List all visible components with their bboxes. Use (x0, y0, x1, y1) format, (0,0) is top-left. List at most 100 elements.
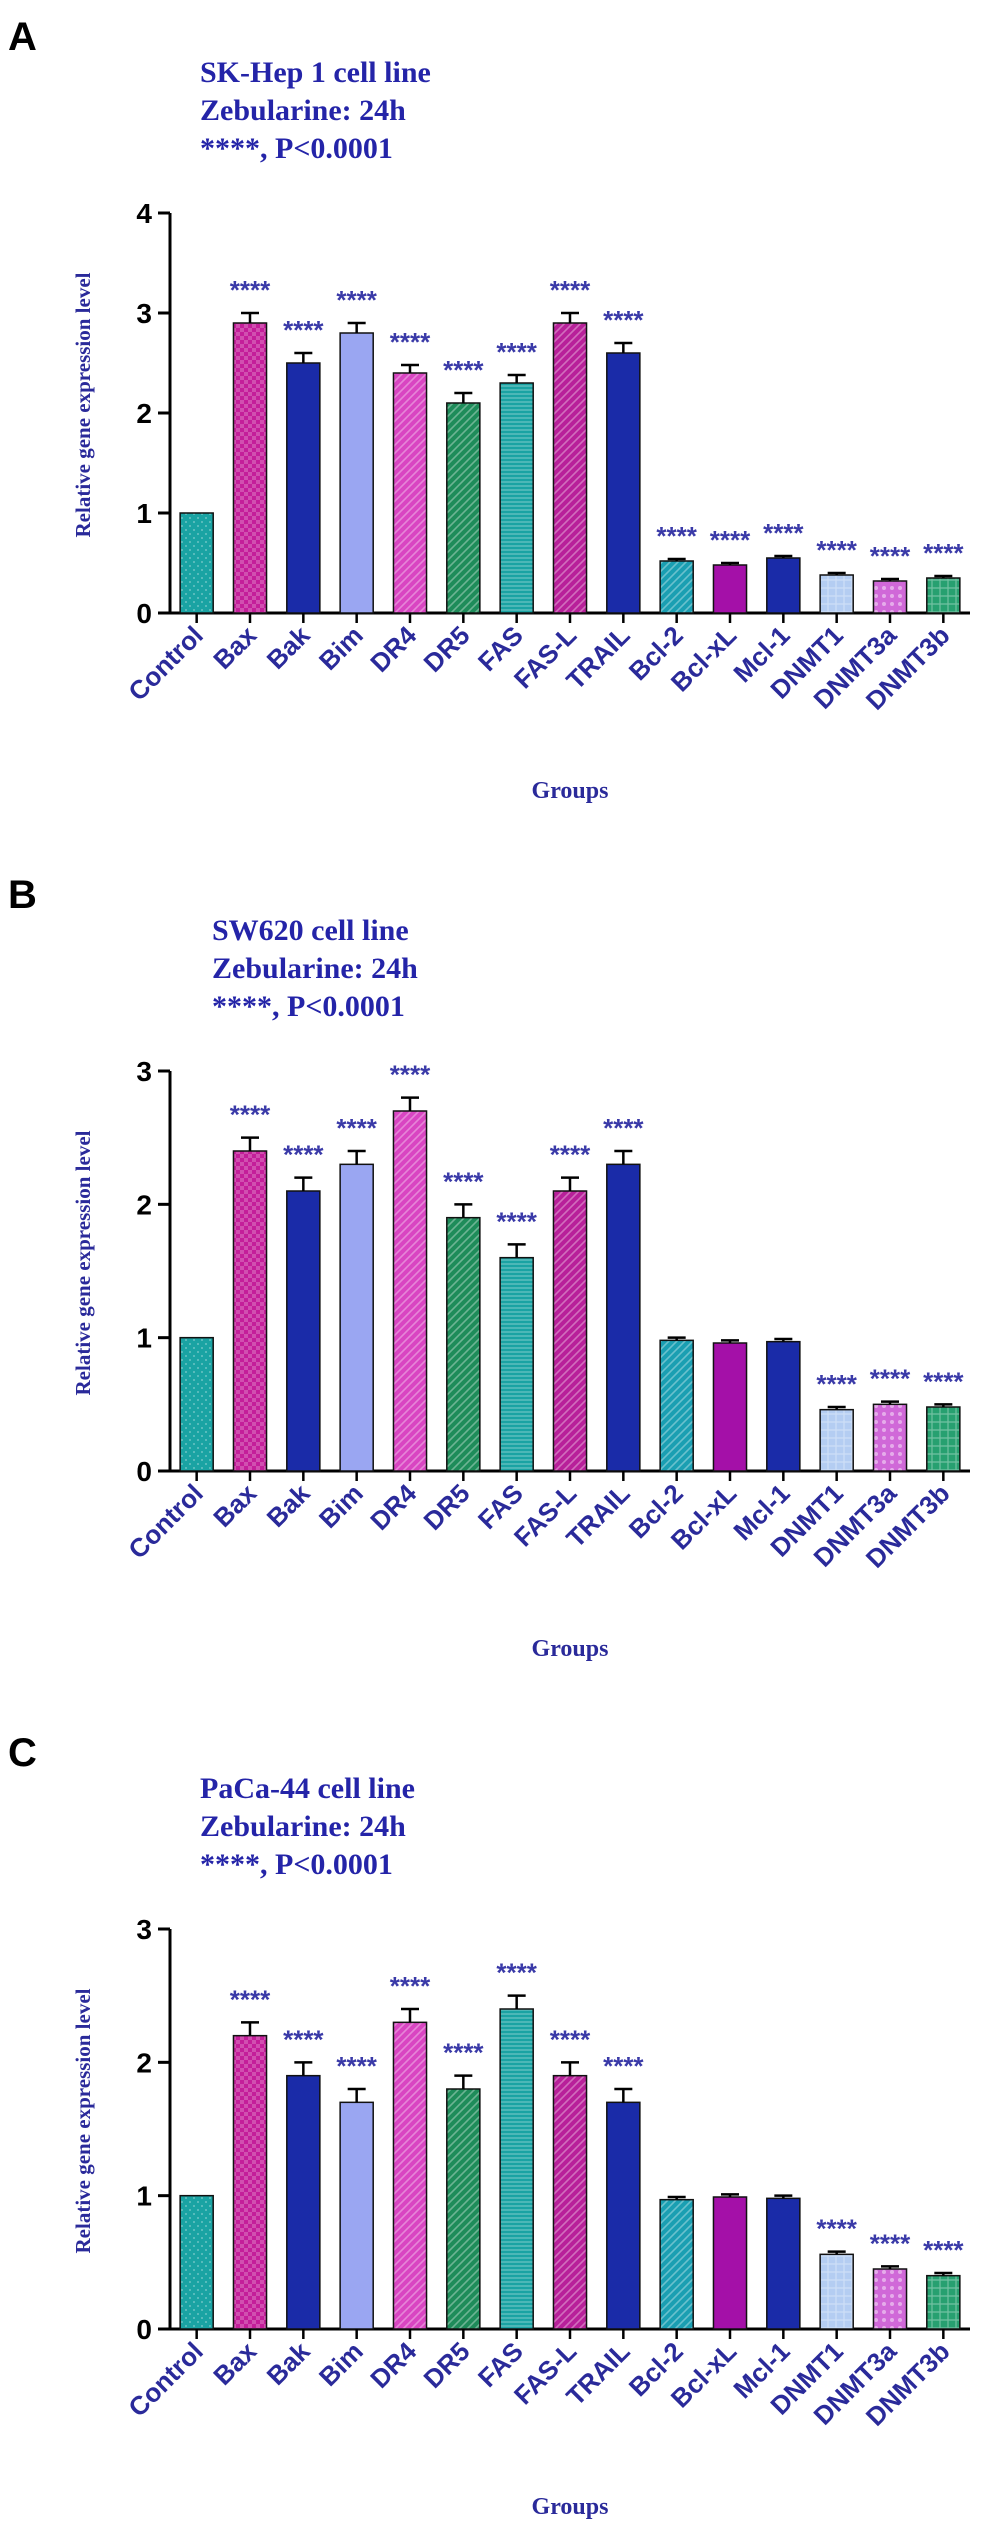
significance-label: **** (496, 1206, 537, 1236)
x-tick-label: Bim (313, 1478, 369, 1534)
bar-dnmt3b (926, 1406, 961, 1472)
significance-label: **** (336, 285, 377, 315)
significance-label: **** (336, 1113, 377, 1143)
bar-fas (499, 2008, 534, 2330)
significance-label: **** (443, 2038, 484, 2068)
significance-label: **** (870, 1364, 911, 1394)
bar-bcl-2 (659, 560, 694, 614)
significance-label: **** (390, 1971, 431, 2001)
bar-control (179, 1336, 214, 1472)
x-tick-label: DR5 (418, 1478, 476, 1536)
significance-label: **** (816, 535, 857, 565)
bar-control (179, 512, 214, 614)
bar-fas (499, 382, 534, 614)
bar-dr5 (446, 1216, 481, 1472)
significance-label: **** (443, 1166, 484, 1196)
bar-bcl-xl (712, 564, 748, 614)
y-axis-label: Relative gene expression level (71, 1130, 95, 1395)
bar-dnmt3b (926, 2274, 961, 2330)
x-tick-label: Bak (261, 1478, 316, 1533)
y-tick-label: 0 (136, 1456, 152, 1487)
y-tick-label: 2 (136, 2047, 152, 2078)
bar-bim (339, 2101, 374, 2330)
x-tick-label: Bak (261, 2336, 316, 2391)
x-tick-label: Bim (313, 620, 369, 676)
y-tick-label: 1 (136, 1323, 152, 1354)
bar-bax (232, 2034, 268, 2330)
plot-area: 0 1 2 3 4 Control **** Bax **** Bak **** Bim **** DR4… (122, 198, 970, 716)
x-axis-label: Groups (532, 1636, 609, 1662)
significance-label: **** (870, 541, 911, 571)
y-tick-label: 3 (136, 298, 152, 329)
panel-c: C PaCa-44 cell line Zebularine: 24h ****… (8, 1731, 970, 2520)
chart-title-line-1: SW620 cell line (212, 914, 409, 947)
significance-label: **** (763, 518, 804, 548)
bar-bak (286, 1190, 321, 1472)
plot-area: 0 1 2 3 Control **** Bax **** Bak **** Bim **** DR4 *… (122, 1056, 970, 1574)
bar-dnmt1 (819, 2253, 854, 2330)
x-tick-label: Bim (313, 2336, 369, 2392)
bar-dr5 (446, 2088, 481, 2330)
bar-dnmt3b (926, 577, 961, 614)
x-tick-label: Bax (207, 620, 262, 675)
significance-label: **** (496, 1958, 537, 1988)
x-tick-label: DR5 (418, 2336, 476, 2394)
bar-mcl-1 (766, 2197, 801, 2330)
y-tick-label: 1 (136, 498, 152, 529)
significance-label: **** (923, 2235, 964, 2265)
bar-bax (232, 322, 268, 614)
significance-label: **** (603, 2051, 644, 2081)
chart-title-line-3: ****, P<0.0001 (200, 132, 393, 165)
bar-mcl-1 (766, 557, 801, 614)
significance-label: **** (923, 1366, 964, 1396)
significance-label: **** (283, 2024, 324, 2054)
significance-label: **** (816, 2214, 857, 2244)
bar-dr4 (392, 1110, 428, 1472)
y-tick-label: 3 (136, 1056, 152, 1087)
bar-dnmt3a (872, 1403, 908, 1472)
significance-label: **** (336, 2051, 377, 2081)
panel-label: C (8, 1731, 37, 1775)
x-tick-label: DR4 (364, 1478, 422, 1536)
bar-bcl-2 (659, 1339, 694, 1472)
y-tick-label: 2 (136, 398, 152, 429)
x-tick-label: DR4 (364, 620, 422, 678)
y-tick-label: 1 (136, 2181, 152, 2212)
significance-label: **** (603, 1113, 644, 1143)
bar-bim (339, 332, 374, 614)
panel-label: A (8, 15, 37, 59)
bar-dr5 (446, 402, 481, 614)
plot-area: 0 1 2 3 Control **** Bax **** Bak **** Bim **** DR4 *… (122, 1914, 970, 2432)
bar-control (179, 2194, 214, 2330)
bar-fas-l (552, 322, 588, 614)
significance-label: **** (496, 337, 537, 367)
x-tick-label: Control (122, 620, 209, 707)
chart-title-line-1: SK-Hep 1 cell line (200, 56, 431, 89)
panel-a: A SK-Hep 1 cell line Zebularine: 24h ***… (8, 15, 970, 804)
bar-bak (286, 2074, 321, 2330)
significance-label: **** (390, 327, 431, 357)
bar-dnmt1 (819, 574, 854, 614)
bar-fas (499, 1256, 534, 1472)
chart-title-line-1: PaCa-44 cell line (200, 1772, 415, 1805)
panel-label: B (8, 873, 37, 917)
bar-bcl-xl (712, 2196, 748, 2330)
bar-bcl-2 (659, 2198, 694, 2330)
x-tick-label: Control (122, 2336, 209, 2423)
x-tick-label: DR4 (364, 2336, 422, 2394)
chart-title-line-2: Zebularine: 24h (200, 94, 406, 127)
panel-b: B SW620 cell line Zebularine: 24h ****, … (8, 873, 970, 1662)
chart-title-line-2: Zebularine: 24h (200, 1810, 406, 1843)
bar-dnmt3a (872, 580, 908, 614)
bar-trail (606, 352, 641, 614)
x-tick-label: Bax (207, 2336, 262, 2391)
significance-label: **** (230, 1984, 271, 2014)
significance-label: **** (283, 315, 324, 345)
significance-label: **** (550, 275, 591, 305)
significance-label: **** (230, 1100, 271, 1130)
significance-label: **** (230, 275, 271, 305)
x-tick-label: Bak (261, 620, 316, 675)
bar-dr4 (392, 2021, 428, 2330)
significance-label: **** (656, 521, 697, 551)
